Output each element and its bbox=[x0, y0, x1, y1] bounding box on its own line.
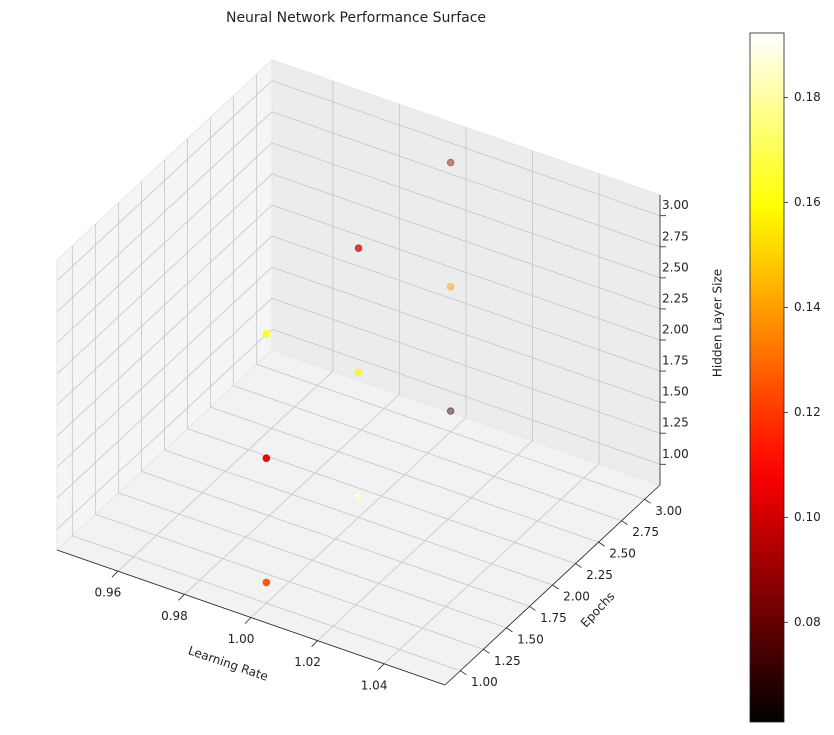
x-tick-label: 1.02 bbox=[294, 655, 321, 669]
grid-line bbox=[164, 449, 553, 586]
tick-mark bbox=[506, 627, 513, 633]
z-tick-label: 2.25 bbox=[662, 291, 689, 305]
y-tick-label: 2.75 bbox=[632, 525, 659, 539]
data-point bbox=[354, 244, 363, 253]
x-tick-label: 0.96 bbox=[95, 586, 122, 600]
grid-line bbox=[271, 297, 661, 434]
colorbar bbox=[749, 32, 785, 723]
grid-line bbox=[56, 235, 273, 437]
z-tick-label: 1.00 bbox=[662, 447, 689, 461]
tick-mark bbox=[483, 648, 490, 654]
tick-mark bbox=[244, 617, 252, 624]
x-tick-label: 0.98 bbox=[161, 609, 188, 623]
data-point bbox=[446, 407, 455, 415]
grid-line bbox=[271, 142, 661, 279]
colorbar-tick-label: 0.18 bbox=[794, 90, 821, 104]
z-tick-label: 1.25 bbox=[662, 416, 689, 430]
y-tick-label: 2.25 bbox=[586, 568, 613, 582]
y-tick-label: 3.00 bbox=[655, 504, 682, 518]
grid-line bbox=[72, 535, 461, 672]
y-tick-label: 1.25 bbox=[494, 654, 521, 668]
grid-line bbox=[56, 204, 273, 406]
grid-line bbox=[95, 513, 484, 650]
grid-line bbox=[56, 80, 273, 282]
grid-line bbox=[271, 235, 661, 372]
x-axis-label: Learning Rate bbox=[186, 643, 269, 683]
grid-line bbox=[141, 471, 530, 607]
data-point bbox=[262, 330, 271, 338]
grid-line bbox=[187, 428, 576, 564]
z-tick-label: 3.00 bbox=[662, 198, 689, 212]
grid-line bbox=[56, 328, 273, 530]
data-point bbox=[354, 492, 363, 501]
tick-mark bbox=[621, 520, 628, 526]
x-tick-label: 1.00 bbox=[228, 632, 255, 646]
z-tick-label: 2.50 bbox=[662, 260, 689, 274]
grid-line bbox=[118, 492, 507, 629]
colorbar-tick-label: 0.08 bbox=[794, 615, 821, 629]
z-axis-label: Hidden Layer Size bbox=[711, 269, 725, 377]
colorbar-tick-label: 0.12 bbox=[794, 405, 821, 419]
y-tick-label: 1.00 bbox=[471, 675, 498, 689]
grid-line bbox=[56, 142, 273, 344]
grid-line bbox=[56, 173, 273, 375]
y-tick-label: 1.50 bbox=[517, 632, 544, 646]
data-point bbox=[354, 368, 363, 377]
x-tick-label: 1.04 bbox=[361, 678, 388, 692]
chart-title: Neural Network Performance Surface bbox=[226, 10, 486, 26]
tick-mark bbox=[111, 570, 119, 578]
grid-line bbox=[271, 204, 661, 341]
grid-line bbox=[56, 266, 273, 468]
tick-mark bbox=[552, 584, 559, 590]
axis-line bbox=[56, 549, 446, 686]
grid-line bbox=[210, 406, 599, 543]
tick-mark bbox=[460, 670, 467, 676]
colorbar-tick-label: 0.10 bbox=[794, 510, 821, 524]
tick-mark bbox=[377, 663, 385, 671]
colorbar-tick-label: 0.14 bbox=[794, 300, 821, 314]
data-point bbox=[262, 454, 271, 463]
grid-line bbox=[271, 111, 661, 248]
y-tick-label: 1.75 bbox=[540, 611, 567, 625]
tick-mark bbox=[529, 606, 536, 611]
data-point bbox=[446, 158, 455, 167]
tick-mark bbox=[598, 541, 605, 547]
grid-line bbox=[56, 297, 273, 499]
tick-mark bbox=[575, 563, 582, 568]
tick-mark bbox=[644, 498, 651, 504]
y-tick-label: 2.50 bbox=[609, 547, 636, 561]
z-tick-label: 1.75 bbox=[662, 354, 689, 368]
grid-line bbox=[271, 266, 661, 403]
z-tick-label: 1.50 bbox=[662, 385, 689, 399]
grid-line bbox=[271, 80, 661, 217]
z-tick-label: 2.00 bbox=[662, 323, 689, 337]
grid-line bbox=[56, 111, 273, 313]
z-tick-label: 2.75 bbox=[662, 229, 689, 243]
axis-line bbox=[444, 484, 661, 686]
tick-mark bbox=[178, 594, 185, 601]
tick-mark bbox=[311, 640, 318, 647]
colorbar-tick-label: 0.16 bbox=[794, 195, 821, 209]
data-point bbox=[446, 282, 455, 291]
data-point bbox=[262, 578, 271, 587]
grid-line bbox=[256, 363, 645, 500]
grid-line bbox=[233, 385, 622, 522]
y-tick-label: 2.00 bbox=[563, 590, 590, 604]
grid-line bbox=[271, 328, 661, 465]
grid-line bbox=[271, 173, 661, 310]
